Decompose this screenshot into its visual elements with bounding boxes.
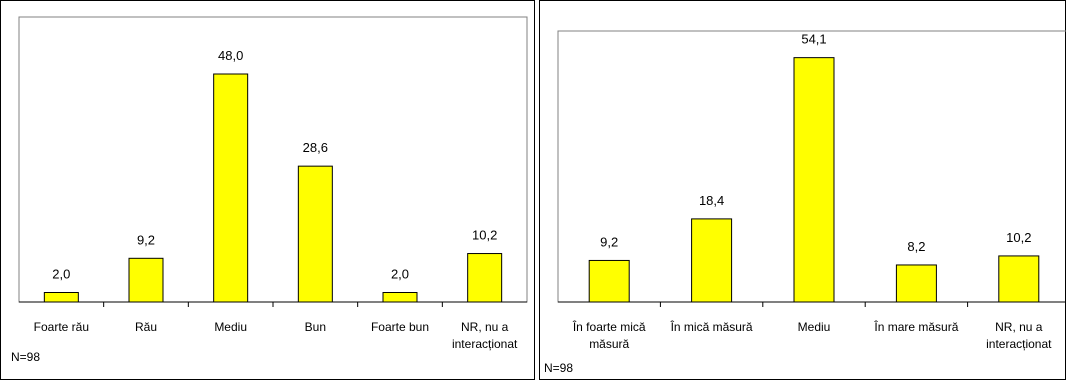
bar	[213, 73, 249, 303]
tick-label: Bun	[305, 320, 326, 334]
tick-label: Mediu	[214, 320, 247, 334]
data-label: 9,2	[600, 234, 618, 249]
chart-right: 9,2 În foarte mică măsură 18,4 În mică măsur…	[539, 0, 1066, 380]
bar	[691, 218, 733, 303]
tick-label: NR, nu a interacționat	[452, 320, 518, 351]
tick-label: În mică măsură	[670, 319, 753, 334]
bar	[588, 259, 630, 303]
data-label: 48,0	[218, 48, 243, 63]
bar	[895, 264, 937, 303]
data-label: 2,0	[391, 267, 409, 282]
data-label: 9,2	[137, 232, 155, 247]
bar	[998, 255, 1040, 303]
data-label: 10,2	[1006, 230, 1031, 245]
tick-label: Foarte rău	[34, 320, 89, 334]
chart-left-svg: 2,0 Foarte rău 9,2 Rău 48,0 Mediu 28,6 Bun 2,0 Fo…	[18, 16, 528, 351]
data-label: 18,4	[699, 193, 724, 208]
chart-left: 2,0 Foarte rău 9,2 Rău 48,0 Mediu 28,6 Bun 2,0 Fo…	[0, 0, 535, 380]
tick-label: În mare măsură	[873, 319, 958, 334]
plot-area	[18, 16, 528, 303]
bar	[382, 292, 418, 303]
bar	[793, 57, 835, 303]
data-label: 2,0	[52, 267, 70, 282]
data-label: 10,2	[472, 228, 497, 243]
bar	[467, 253, 503, 303]
bar	[43, 292, 79, 303]
tick-label: NR, nu a interacționat	[986, 320, 1052, 351]
tick-label: Foarte bun	[371, 320, 429, 334]
bar	[297, 165, 333, 303]
sample-size-label: N=98	[544, 361, 574, 375]
chart-right-svg: 9,2 În foarte mică măsură 18,4 În mică măsur…	[557, 30, 1066, 351]
sample-size-label: N=98	[11, 350, 41, 364]
tick-label: În foarte mică măsură	[572, 319, 646, 351]
bar	[128, 257, 164, 303]
data-label: 54,1	[801, 32, 826, 47]
data-label: 8,2	[907, 239, 925, 254]
tick-label: Rău	[135, 320, 157, 334]
data-label: 28,6	[303, 140, 328, 155]
tick-label: Mediu	[798, 320, 831, 334]
